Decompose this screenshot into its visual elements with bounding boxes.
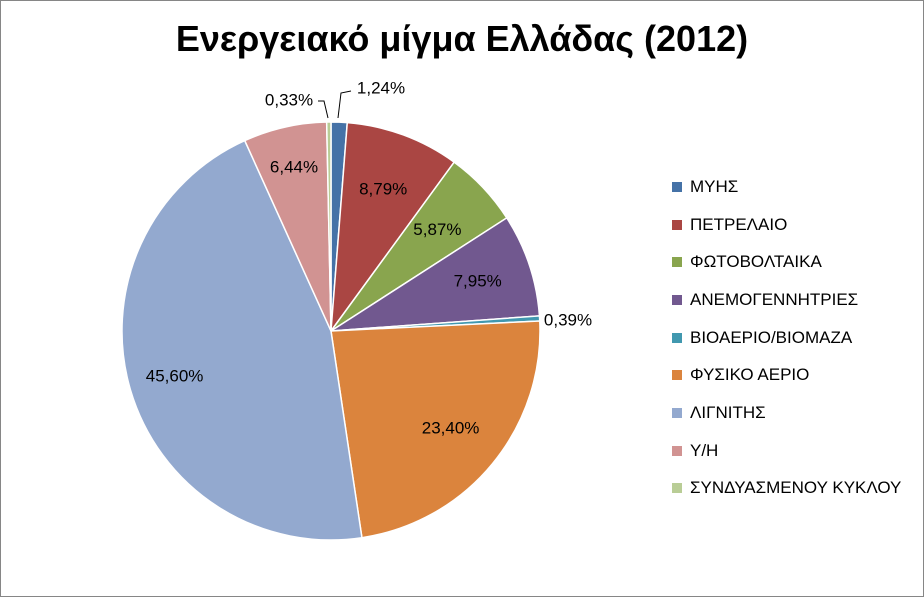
legend-label: ΦΥΣΙΚΟ ΑΕΡΙΟ — [690, 365, 810, 385]
legend-swatch — [672, 370, 682, 381]
pie-slices — [121, 121, 541, 541]
legend-swatch — [672, 407, 682, 418]
legend-swatch — [672, 294, 682, 305]
legend-swatch — [672, 445, 682, 456]
data-label-3: 5,87% — [413, 220, 461, 239]
legend-swatch — [672, 181, 682, 192]
leader-line-1 — [337, 90, 352, 119]
legend-swatch — [672, 219, 682, 230]
legend-item-2: ΠΕΤΡΕΛΑΙΟ — [672, 206, 901, 244]
legend-item-9: ΣΥΝΔΥΑΣΜΕΝΟΥ ΚΥΚΛΟΥ — [672, 470, 901, 508]
pie-slice-4 — [330, 216, 541, 332]
legend-label: ΑΝΕΜΟΓΕΝΝΗΤΡΙΕΣ — [690, 289, 859, 309]
legend-label: ΣΥΝΔΥΑΣΜΕΝΟΥ ΚΥΚΛΟΥ — [690, 478, 902, 498]
legend-item-6: ΦΥΣΙΚΟ ΑΕΡΙΟ — [672, 356, 901, 394]
pie-slice-7 — [121, 139, 363, 541]
data-labels: 1,24% 8,79% 5,87% 7,95% 0,39% 23,40% 45,60% 6,4… — [146, 78, 592, 437]
legend-swatch — [672, 483, 682, 494]
data-label-2: 8,79% — [359, 179, 407, 198]
data-label-4: 7,95% — [454, 271, 502, 290]
legend-label: ΠΕΤΡΕΛΑΙΟ — [690, 214, 788, 234]
data-label-6: 23,40% — [422, 419, 480, 438]
data-label-7: 45,60% — [146, 367, 204, 386]
data-label-9: 0,33% — [265, 90, 313, 109]
legend-label: ΛΙΓΝΙΤΗΣ — [690, 402, 766, 422]
legend-item-4: ΑΝΕΜΟΓΕΝΝΗΤΡΙΕΣ — [672, 281, 901, 319]
legend-item-3: ΦΩΤΟΒΟΛΤΑΙΚΑ — [672, 243, 901, 281]
legend-swatch — [672, 332, 682, 343]
leader-lines — [318, 90, 352, 119]
data-label-8: 6,44% — [270, 157, 318, 176]
legend-item-7: ΛΙΓΝΙΤΗΣ — [672, 394, 901, 432]
chart-title: Ενεργειακό μίγμα Ελλάδας (2012) — [175, 18, 749, 59]
legend-label: Υ/Η — [690, 440, 719, 460]
legend: ΜΥΗΣ ΠΕΤΡΕΛΑΙΟ ΦΩΤΟΒΟΛΤΑΙΚΑ ΑΝΕΜΟΓΕΝΝΗΤΡΙΕΣ… — [672, 168, 901, 507]
legend-label: ΦΩΤΟΒΟΛΤΑΙΚΑ — [690, 252, 822, 272]
legend-swatch — [672, 257, 682, 268]
leader-line-9 — [318, 100, 329, 119]
pie-slice-6 — [330, 320, 541, 539]
data-label-1: 1,24% — [357, 78, 405, 97]
data-label-5: 0,39% — [544, 310, 592, 329]
legend-item-1: ΜΥΗΣ — [672, 168, 901, 206]
legend-label: ΒΙΟΑΕΡΙΟ/ΒΙΟΜΑΖΑ — [690, 327, 853, 347]
legend-item-5: ΒΙΟΑΕΡΙΟ/ΒΙΟΜΑΖΑ — [672, 319, 901, 357]
legend-item-8: Υ/Η — [672, 432, 901, 470]
legend-label: ΜΥΗΣ — [690, 176, 739, 196]
pie-slice-9 — [325, 121, 332, 332]
pie-slice-2 — [330, 121, 456, 334]
